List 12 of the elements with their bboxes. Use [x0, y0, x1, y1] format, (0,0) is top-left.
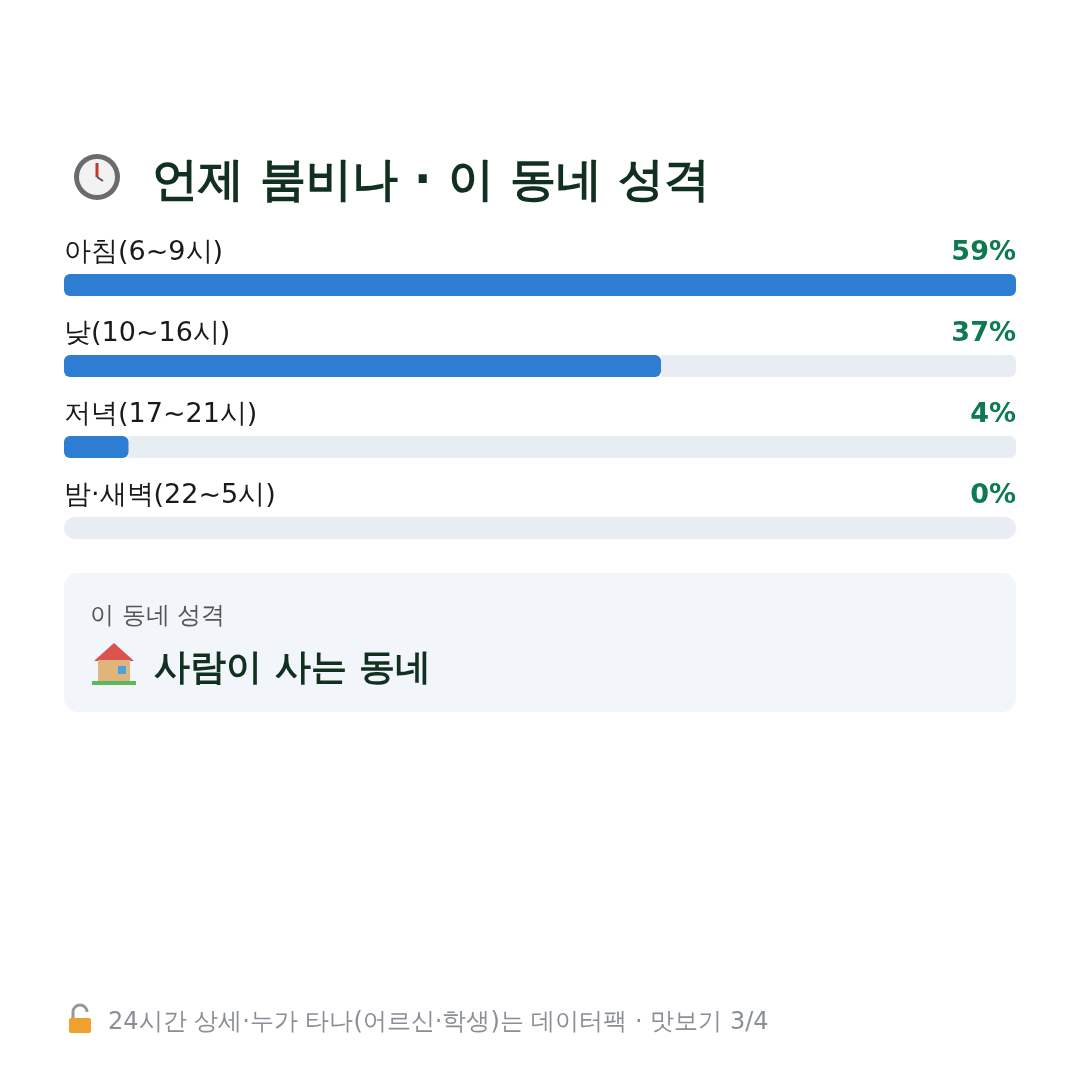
chart-title: 언제 붐비나 · 이 동네 성격: [152, 152, 710, 206]
text: 이 동네 성격: [90, 601, 226, 629]
text: 24시간 상세·누가 타나(어르신·학생)는 데이터팩 · 맛보기 3/4: [108, 1007, 769, 1035]
y-tick-label: 밤·새벽(22~5시): [64, 478, 276, 509]
y-tick-label: 낮(10~16시): [64, 316, 231, 347]
y-tick-label: 아침(6~9시): [64, 235, 224, 266]
data-label: 59%: [951, 235, 1016, 266]
y-tick-label: 저녁(17~21시): [64, 397, 258, 428]
data-label: 37%: [951, 316, 1016, 347]
text: 사람이 사는 동네: [154, 646, 432, 687]
data-label: 4%: [970, 397, 1016, 428]
data-label: 0%: [970, 478, 1016, 509]
